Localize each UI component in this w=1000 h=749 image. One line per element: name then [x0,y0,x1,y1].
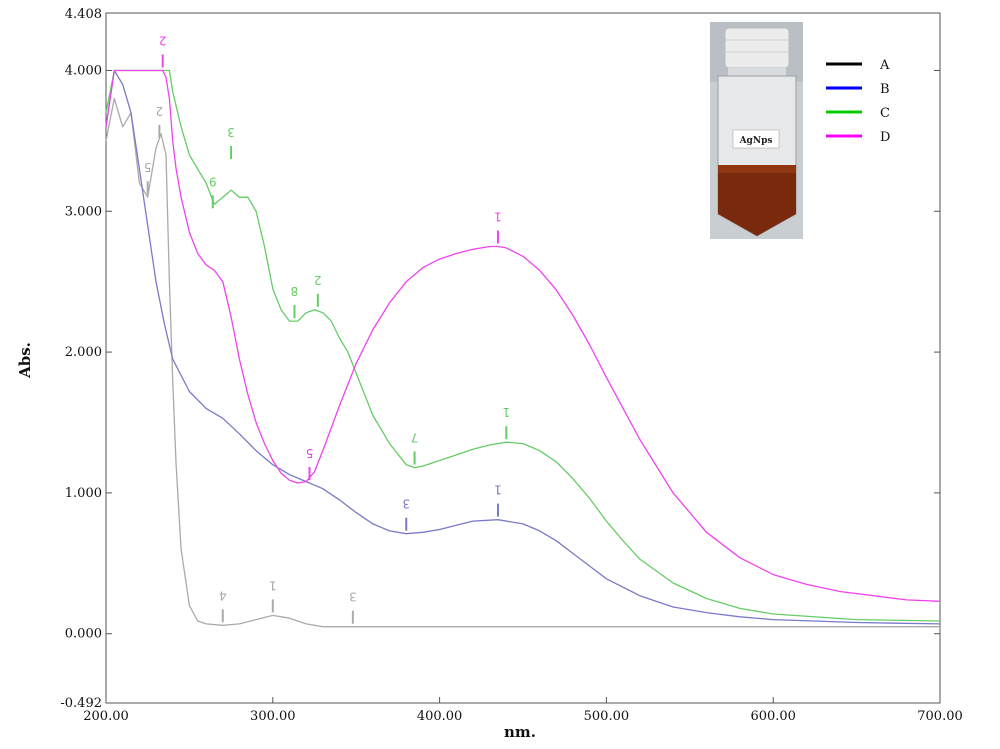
peak-label-B: 1 [494,483,502,497]
x-tick-label: 200.00 [83,709,129,724]
y-tick-label: 0.000 [65,627,102,642]
peak-label-A: 4 [219,588,227,602]
y-axis-ticks: 0.000 1.000 2.000 3.000 4.000 [65,63,940,642]
series-line-C [105,69,941,622]
vial-liquid-highlight [718,165,796,173]
series-line-D [105,69,941,602]
peak-label-C: 9 [209,174,217,188]
peak-label-C: 8 [291,284,299,298]
vial-neck [728,68,786,76]
vial-label-text: AgNps [739,136,773,146]
y-tick-label: 2.000 [65,345,102,360]
x-tick-label: 300.00 [250,709,296,724]
y-tick-label: 3.000 [65,204,102,219]
y-tick-label: 1.000 [65,486,102,501]
vial-icon: AgNps [717,27,797,237]
peak-label-D: 1 [494,209,502,223]
x-axis-title: nm. [504,723,536,741]
x-tick-label: 700.00 [917,709,963,724]
legend-label-C: C [880,106,890,121]
y-tick-label: 4.000 [65,63,102,78]
peak-label-C: 1 [502,405,510,419]
peak-label-B: 3 [402,497,410,511]
peak-label-C: 7 [411,431,419,445]
x-tick-label: 400.00 [417,709,463,724]
inset-photo: AgNps [710,22,803,239]
peak-label-C: 3 [227,125,235,139]
legend-label-D: D [880,130,890,145]
peak-label-A: 1 [269,578,277,592]
vial-liquid [718,165,796,236]
vial-label [732,129,780,149]
y-max-label: 4.408 [65,7,102,22]
peak-label-A: 5 [144,160,152,174]
x-tick-label: 500.00 [584,709,630,724]
peak-label-A: 2 [156,104,164,118]
legend-label-B: B [880,82,890,97]
series-layer [105,69,941,628]
vial-cap [724,27,790,69]
peak-label-A: 3 [349,590,357,604]
plot-frame [105,12,941,704]
y-axis-title: Abs. [16,342,34,379]
x-tick-label: 600.00 [750,709,796,724]
series-line-B [105,69,941,625]
peak-label-D: 5 [306,446,314,460]
legend-label-A: A [879,58,890,73]
x-axis-ticks: 200.00 300.00 400.00 500.00 600.00 700.00 [83,697,963,724]
y-min-label: -0.492 [60,696,102,711]
peak-label-D: 2 [159,33,167,47]
series-line-A [105,97,940,628]
peak-label-C: 2 [314,273,322,287]
